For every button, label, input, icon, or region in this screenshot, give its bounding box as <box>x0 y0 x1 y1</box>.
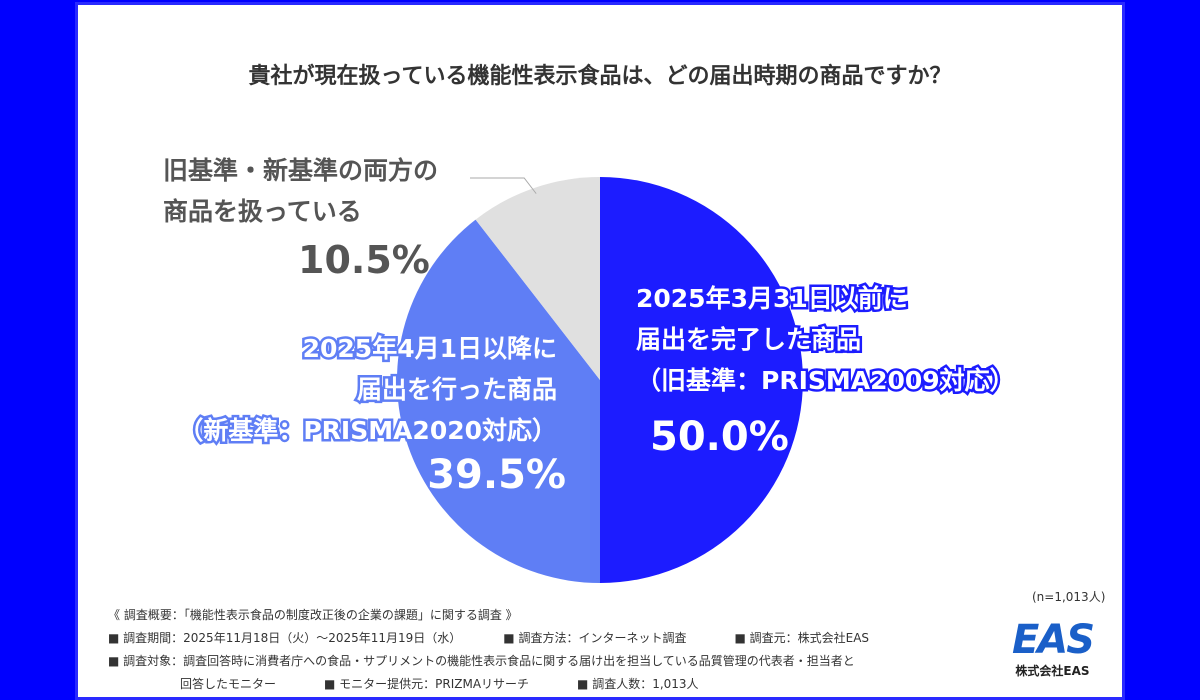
label-new-standard: 2025年4月1日以降に 届出を行った商品 （新基準：PRISMA2020対応） <box>176 328 560 451</box>
sample-size: (n=1,013人) <box>1032 590 1106 604</box>
survey-notes: 《 調査概要：「機能性表示食品の制度改正後の企業の課題」に関する調査 》 ■ 調… <box>108 604 869 696</box>
label-line: 2025年4月1日以降に <box>300 332 559 366</box>
slice-old-standard <box>600 177 803 583</box>
value-label-both: 10.5% <box>298 238 430 282</box>
label-line: 届出を行った商品 <box>354 373 559 407</box>
note-line: ■ 調査期間：2025年11月18日（火）〜2025年11月19日（水） ■ 調… <box>108 631 870 645</box>
slice-new-standard <box>397 219 600 584</box>
note-line: 《 調査概要：「機能性表示食品の制度改正後の企業の課題」に関する調査 》 <box>108 608 518 622</box>
label-line: 旧基準・新基準の両方の <box>163 156 439 185</box>
logo-company-name: 株式会社EAS <box>1015 664 1090 678</box>
note-line: 回答したモニター ■ モニター提供元：PRIZMAリサーチ ■ 調査人数：1,0… <box>108 677 699 691</box>
slice-both <box>475 177 600 380</box>
label-line: （旧基準：PRISMA2009対応） <box>634 364 1018 398</box>
leader-line <box>470 177 537 194</box>
value-label-old: 50.0% <box>650 414 789 460</box>
label-line: （新基準：PRISMA2020対応） <box>176 414 560 448</box>
label-both: 旧基準・新基準の両方の 商品を扱っている <box>163 150 438 232</box>
label-line: 届出を完了した商品 <box>634 323 864 357</box>
value-label-new: 39.5% <box>427 452 566 498</box>
note-line: ■ 調査対象：調査回答時に消費者庁への食品・サプリメントの機能性表示食品に関する… <box>108 654 855 668</box>
chart-title: 貴社が現在扱っている機能性表示食品は、どの届出時期の商品ですか？ <box>248 64 952 89</box>
company-logo: EAS 株式会社EAS <box>1005 618 1100 679</box>
label-line: 商品を扱っている <box>163 197 362 226</box>
label-line: 2025年3月31日以前に <box>634 282 911 316</box>
label-old-standard: 2025年3月31日以前に 届出を完了した商品 （旧基準：PRISMA2009対… <box>634 278 1018 401</box>
logo-mark: EAS <box>1011 617 1095 663</box>
